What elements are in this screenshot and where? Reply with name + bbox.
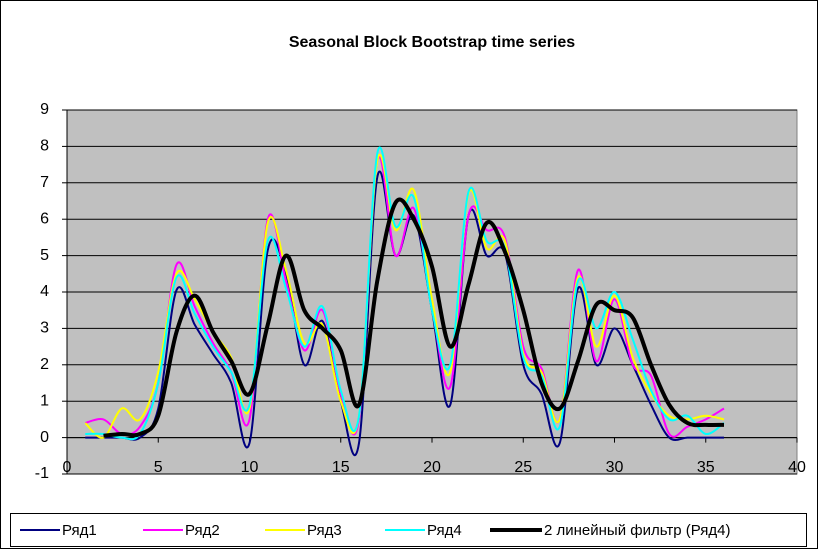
x-tick-label: 20 [423,459,441,476]
x-tick-label: 5 [154,459,163,476]
legend-label: Ряд2 [185,522,220,539]
series-line [103,197,725,438]
y-tick-label: 5 [40,247,49,264]
x-tick-label: 25 [514,459,532,476]
y-tick-label: 1 [40,392,49,409]
legend-label: Ряд3 [307,522,342,539]
x-tick-label: 40 [788,459,806,476]
y-tick-label: 0 [40,429,49,446]
legend-label: Ряд4 [427,522,462,539]
x-tick-label: 15 [332,459,350,476]
legend-label: 2 линейный фильтр (Ряд4) [544,522,730,539]
x-tick-label: 35 [697,459,715,476]
x-tick-label: 30 [606,459,624,476]
y-tick-label: 8 [40,138,49,155]
y-tick-label: 9 [40,101,49,118]
series-line [84,156,725,438]
x-tick-label: 0 [63,459,72,476]
legend-label: Ряд1 [62,522,97,539]
y-tick-label: 2 [40,356,49,373]
y-tick-label: 6 [40,210,49,227]
y-tick-label: 7 [40,174,49,191]
y-tick-label: 3 [40,320,49,337]
x-tick-label: 10 [241,459,259,476]
y-tick-label: 4 [40,283,49,300]
chart-title: Seasonal Block Bootstrap time series [289,34,575,51]
series-line [85,146,725,441]
y-tick-label: -1 [35,465,49,482]
